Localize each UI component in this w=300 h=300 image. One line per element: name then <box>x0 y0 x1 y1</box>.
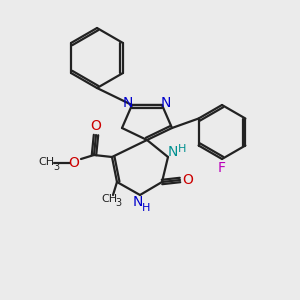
Text: H: H <box>142 203 150 213</box>
Text: CH: CH <box>38 157 54 167</box>
Text: F: F <box>218 161 226 175</box>
Text: 3: 3 <box>115 198 121 208</box>
Text: O: O <box>91 119 101 133</box>
Text: H: H <box>178 144 186 154</box>
Text: N: N <box>123 96 133 110</box>
Text: O: O <box>69 156 80 170</box>
Text: O: O <box>183 173 194 187</box>
Text: 3: 3 <box>53 162 59 172</box>
Text: N: N <box>133 195 143 209</box>
Text: N: N <box>168 145 178 159</box>
Text: N: N <box>161 96 171 110</box>
Text: CH: CH <box>101 194 117 204</box>
